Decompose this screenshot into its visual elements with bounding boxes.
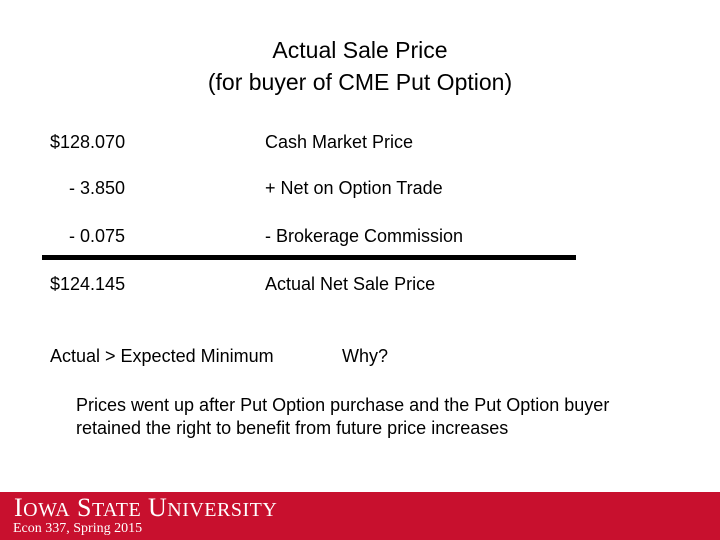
slide-title: Actual Sale Price (for buyer of CME Put … bbox=[0, 34, 720, 98]
brokerage-commission-amount: - 0.075 bbox=[69, 226, 126, 246]
explanation-line-1: Prices went up after Put Option purchase… bbox=[76, 395, 610, 415]
brokerage-commission-label: - Brokerage Commission bbox=[265, 226, 464, 246]
why-question: Why? bbox=[342, 346, 389, 366]
footer-bar: IOWA STATE UNIVERSITY Econ 337, Spring 2… bbox=[0, 492, 720, 540]
cash-market-price-amount: $128.070 bbox=[50, 132, 126, 152]
sum-divider-line bbox=[42, 255, 576, 260]
net-option-trade-amount: - 3.850 bbox=[69, 178, 126, 198]
course-label: Econ 337, Spring 2015 bbox=[13, 521, 143, 536]
university-logo: IOWA STATE UNIVERSITY bbox=[14, 493, 278, 522]
actual-net-sale-price-amount: $124.145 bbox=[50, 274, 126, 294]
explanation-text: Prices went up after Put Option purchase… bbox=[76, 394, 686, 440]
actual-net-sale-price-label: Actual Net Sale Price bbox=[265, 274, 436, 294]
explanation-line-2: retained the right to benefit from futur… bbox=[76, 418, 509, 438]
slide-title-line-2: (for buyer of CME Put Option) bbox=[207, 69, 513, 95]
comparison-statement: Actual > Expected Minimum bbox=[50, 346, 274, 366]
cash-market-price-label: Cash Market Price bbox=[265, 132, 414, 152]
net-option-trade-label: + Net on Option Trade bbox=[265, 178, 443, 198]
slide-title-line-1: Actual Sale Price bbox=[272, 37, 448, 63]
